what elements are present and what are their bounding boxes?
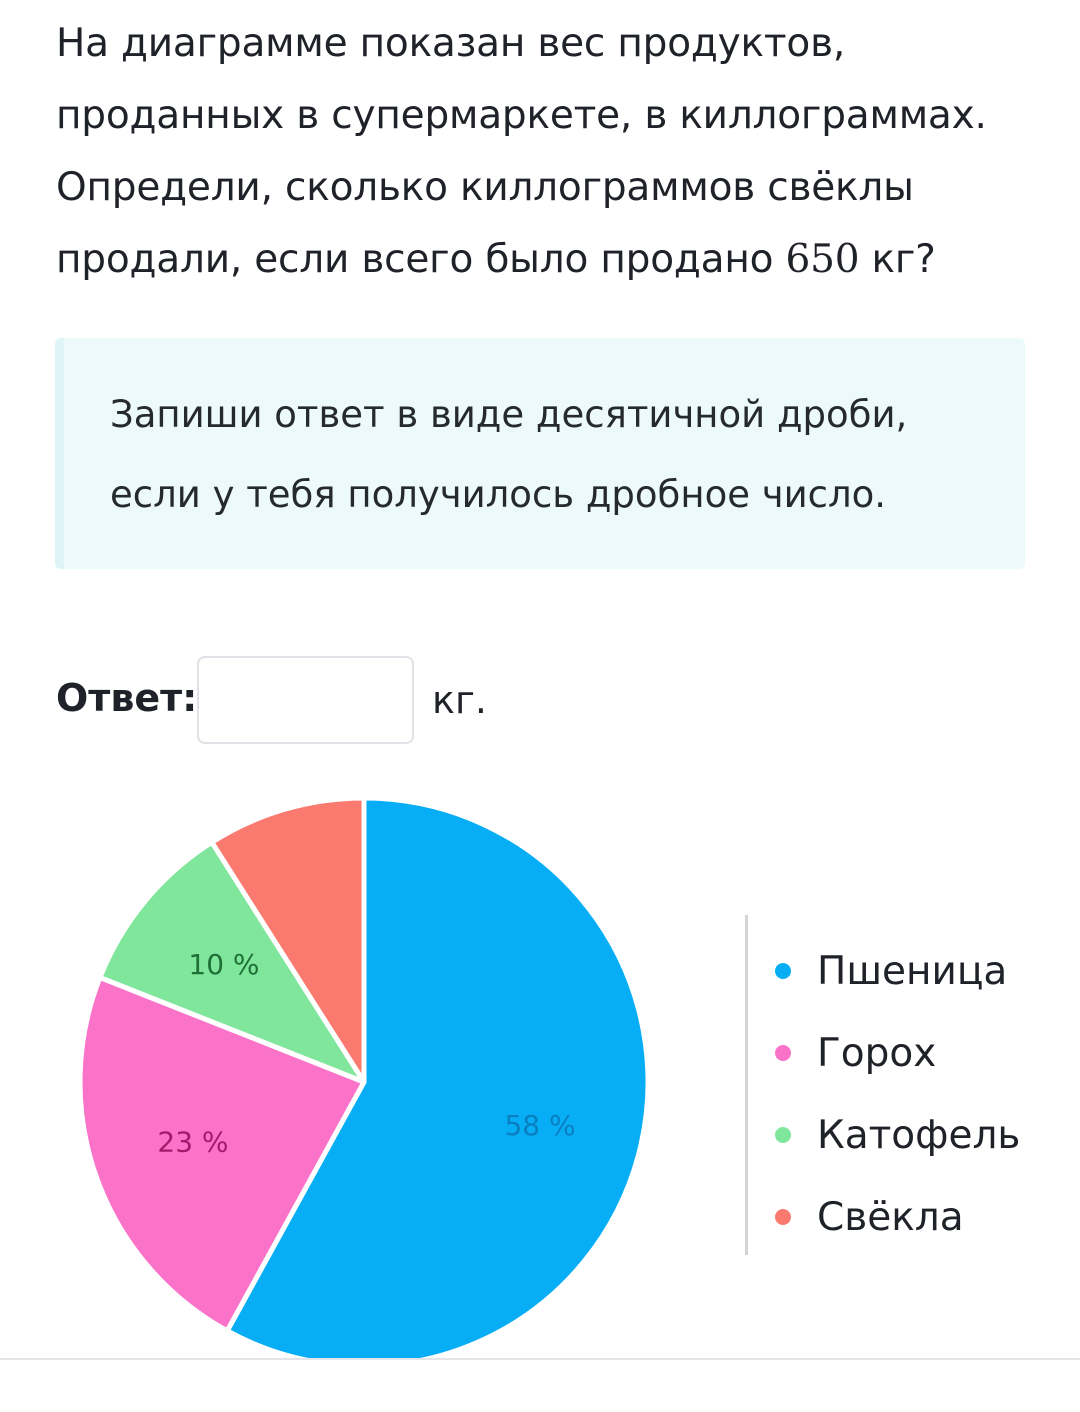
pie-slice bbox=[77, 974, 367, 1334]
legend-label: Свёкла bbox=[817, 1194, 964, 1240]
legend-item: Горох bbox=[775, 1012, 1020, 1094]
legend-dot bbox=[775, 1209, 791, 1225]
legend-item: Катофель bbox=[775, 1094, 1020, 1176]
pie-slice bbox=[224, 795, 651, 1360]
question-line-4: продали, если всего было продано bbox=[56, 237, 786, 282]
hint-line-2: если у тебя получилось дробное число. bbox=[110, 473, 887, 516]
pie-chart: 58 % 23 % 10 % bbox=[77, 795, 651, 1360]
question-line-3: Определи, сколько киллограммов свёклы bbox=[56, 165, 914, 210]
legend-item: Пшеница bbox=[775, 930, 1020, 1012]
legend-item: Свёкла bbox=[775, 1176, 1020, 1258]
question-line-1: На диаграмме показан вес продуктов, bbox=[56, 21, 846, 66]
answer-input[interactable] bbox=[197, 656, 414, 744]
legend-label: Пшеница bbox=[817, 948, 1008, 994]
hint-box: Запиши ответ в виде десятичной дроби, ес… bbox=[55, 338, 1025, 569]
legend-label: Катофель bbox=[817, 1112, 1021, 1158]
slice-label: 58 % bbox=[504, 1109, 575, 1142]
question-text: На диаграмме показан вес продуктов, прод… bbox=[56, 8, 1036, 296]
chart-legend: Пшеница Горох Катофель Свёкла bbox=[775, 930, 1020, 1258]
legend-dot bbox=[775, 963, 791, 979]
pie-slice bbox=[97, 839, 367, 1085]
question-line-2: проданных в супермаркете, в киллограммах… bbox=[56, 93, 987, 138]
bottom-divider bbox=[0, 1358, 1080, 1360]
legend-dot bbox=[775, 1127, 791, 1143]
hint-line-1: Запиши ответ в виде десятичной дроби, bbox=[110, 393, 908, 436]
question-ending: кг? bbox=[859, 237, 936, 282]
legend-dot bbox=[775, 1045, 791, 1061]
slice-label: 23 % bbox=[157, 1126, 228, 1159]
answer-unit: кг. bbox=[432, 678, 487, 722]
hint-text: Запиши ответ в виде десятичной дроби, ес… bbox=[110, 375, 990, 535]
question-total: 650 bbox=[785, 237, 860, 282]
answer-label: Ответ: bbox=[56, 676, 198, 720]
legend-label: Горох bbox=[817, 1030, 937, 1076]
legend-divider bbox=[745, 915, 748, 1255]
pie-slice bbox=[209, 795, 367, 1085]
slice-label: 10 % bbox=[188, 948, 259, 981]
